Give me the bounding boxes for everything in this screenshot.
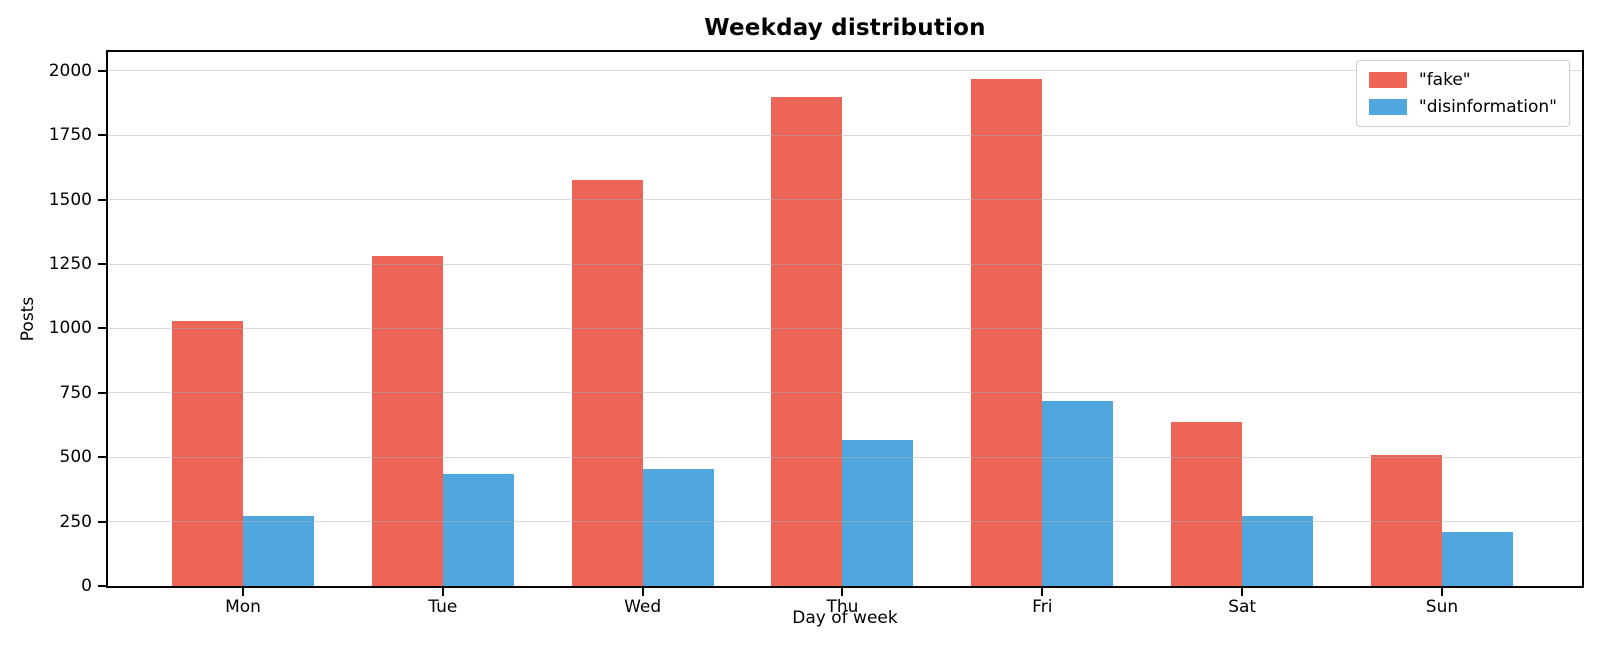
legend-item: "disinformation" — [1368, 97, 1557, 117]
bar-fake-Sat — [1171, 422, 1243, 586]
x-tick-label: Fri — [1032, 597, 1053, 617]
y-tick-label: 1750 — [48, 125, 92, 146]
bar-fake-Mon — [172, 320, 243, 586]
bar-disinformation-Thu — [842, 440, 914, 586]
bar-disinformation-Fri — [1042, 400, 1114, 586]
x-tick-label: Sat — [1228, 597, 1257, 617]
bar-fake-Wed — [571, 180, 643, 586]
gridline — [108, 134, 1582, 136]
y-tickmark — [98, 69, 106, 72]
gridline — [108, 456, 1582, 458]
legend-swatch-disinformation — [1368, 99, 1407, 115]
bar-disinformation-Tue — [442, 473, 514, 586]
x-tickmark — [1440, 588, 1443, 596]
bar-fake-Sun — [1370, 454, 1442, 586]
gridline — [108, 263, 1582, 265]
y-tick-label: 1000 — [48, 318, 92, 339]
y-tickmark — [98, 585, 106, 587]
y-tick-label: 750 — [59, 382, 92, 403]
x-tickmark — [1241, 588, 1244, 596]
gridline — [108, 70, 1582, 72]
y-tick-label: 1500 — [48, 189, 92, 210]
x-tickmark — [841, 588, 844, 596]
legend-swatch-fake — [1368, 72, 1407, 88]
y-tickmark — [98, 456, 106, 459]
legend-label: "fake" — [1418, 70, 1471, 90]
y-tickmark — [98, 391, 106, 394]
bar-disinformation-Sat — [1242, 516, 1314, 586]
gridline — [108, 521, 1582, 523]
y-tick-label: 500 — [59, 447, 92, 468]
x-axis-label: Day of week — [792, 608, 898, 628]
chart-title: Weekday distribution — [704, 15, 986, 41]
y-tick-label: 0 — [81, 576, 92, 596]
gridline — [108, 392, 1582, 394]
x-tick-label: Tue — [428, 597, 458, 617]
x-tick-label: Sun — [1425, 597, 1459, 617]
legend: "fake" "disinformation" — [1355, 60, 1570, 127]
x-tickmark — [641, 588, 644, 596]
legend-label: "disinformation" — [1418, 97, 1557, 117]
bar-disinformation-Wed — [642, 468, 714, 586]
legend-item: "fake" — [1368, 70, 1557, 90]
y-tickmark — [98, 520, 106, 523]
y-tick-label: 1250 — [48, 254, 92, 274]
bar-disinformation-Mon — [243, 516, 314, 586]
bar-disinformation-Sun — [1441, 531, 1513, 586]
y-tickmark — [98, 327, 106, 330]
y-tickmark — [98, 134, 106, 137]
x-tick-label: Mon — [225, 597, 261, 617]
plot-area — [106, 50, 1584, 588]
bar-fake-Fri — [971, 78, 1043, 586]
x-tickmark — [242, 588, 244, 596]
y-tick-label: 2000 — [48, 60, 92, 81]
x-tickmark — [1041, 588, 1044, 596]
y-tickmark — [98, 263, 106, 265]
gridline — [108, 199, 1582, 201]
x-tick-label: Wed — [624, 597, 662, 617]
gridline — [108, 327, 1582, 329]
y-tick-label: 250 — [59, 511, 92, 532]
x-tick-label: Thu — [826, 597, 859, 617]
bar-fake-Tue — [371, 256, 443, 586]
bar-fake-Thu — [771, 96, 843, 586]
x-tickmark — [441, 588, 444, 596]
y-tickmark — [98, 198, 106, 201]
